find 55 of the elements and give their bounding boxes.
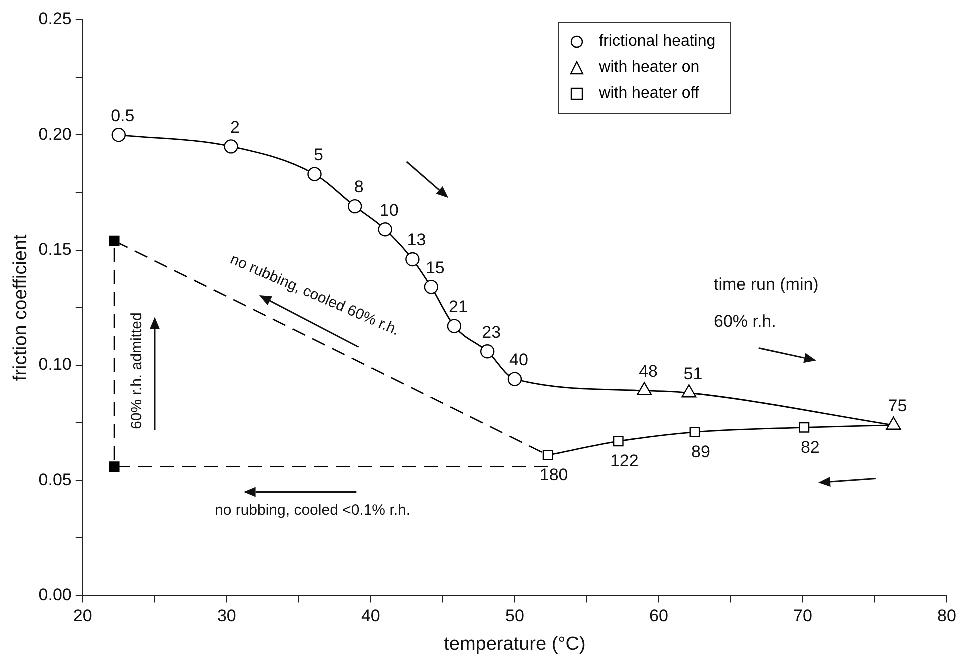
annotation: 23 bbox=[482, 322, 502, 342]
y-tick-label: 0.05 bbox=[38, 470, 72, 490]
point bbox=[480, 344, 495, 359]
annotation: no rubbing, cooled <0.1% r.h. bbox=[214, 502, 411, 520]
point bbox=[109, 236, 120, 246]
y-tick-label: 0.25 bbox=[38, 10, 72, 29]
annotation: 5 bbox=[314, 146, 324, 164]
x-tick-label: 70 bbox=[794, 606, 812, 626]
point bbox=[109, 462, 120, 472]
annotation: 89 bbox=[692, 442, 710, 462]
x-tick-label: 30 bbox=[217, 606, 236, 626]
legend-label: with heater off bbox=[599, 84, 700, 104]
y-tick-label: 0.10 bbox=[38, 355, 72, 374]
point bbox=[424, 280, 439, 294]
legend-label: frictional heating bbox=[599, 32, 716, 52]
point bbox=[224, 140, 238, 154]
y-axis-title: friction coefficient bbox=[10, 234, 32, 382]
annotation: 122 bbox=[610, 452, 639, 471]
annotation: 8 bbox=[354, 178, 364, 197]
y-tick-label: 0.00 bbox=[38, 585, 72, 604]
y-tick-label: 0.15 bbox=[38, 240, 72, 260]
annotation: 48 bbox=[639, 362, 658, 382]
annotation: 60% r.h. admitted bbox=[128, 312, 146, 430]
point bbox=[690, 427, 700, 438]
annotation: 75 bbox=[888, 396, 908, 416]
point bbox=[348, 199, 362, 214]
annotation: 40 bbox=[509, 350, 528, 370]
annotation: 2 bbox=[230, 118, 240, 137]
point bbox=[308, 167, 322, 182]
point bbox=[542, 450, 554, 460]
x-axis-title: temperature (°C) bbox=[444, 634, 586, 655]
point bbox=[508, 372, 522, 386]
annotation: 0.5 bbox=[111, 106, 135, 126]
x-tick-label: 50 bbox=[505, 606, 524, 626]
point bbox=[613, 436, 624, 447]
annotation: 51 bbox=[684, 364, 703, 384]
annotation: 180 bbox=[540, 465, 568, 484]
y-tick-label: 0.20 bbox=[38, 124, 72, 144]
legend-label: with heater on bbox=[599, 58, 700, 78]
x-tick-label: 80 bbox=[938, 606, 956, 626]
point bbox=[799, 422, 810, 433]
annotation: 60% r.h. bbox=[714, 312, 776, 332]
point bbox=[378, 222, 392, 237]
annotation: 13 bbox=[407, 230, 426, 250]
x-tick-label: 20 bbox=[73, 606, 92, 626]
annotation: time run (min) bbox=[714, 274, 819, 294]
annotation: 82 bbox=[800, 438, 820, 457]
annotation: 10 bbox=[380, 200, 399, 220]
annotation: 15 bbox=[426, 258, 445, 278]
annotation: 21 bbox=[448, 298, 468, 317]
point bbox=[447, 319, 462, 334]
point bbox=[112, 128, 126, 142]
point bbox=[406, 252, 420, 267]
x-tick-label: 60 bbox=[650, 606, 668, 626]
x-tick-label: 40 bbox=[361, 606, 380, 626]
